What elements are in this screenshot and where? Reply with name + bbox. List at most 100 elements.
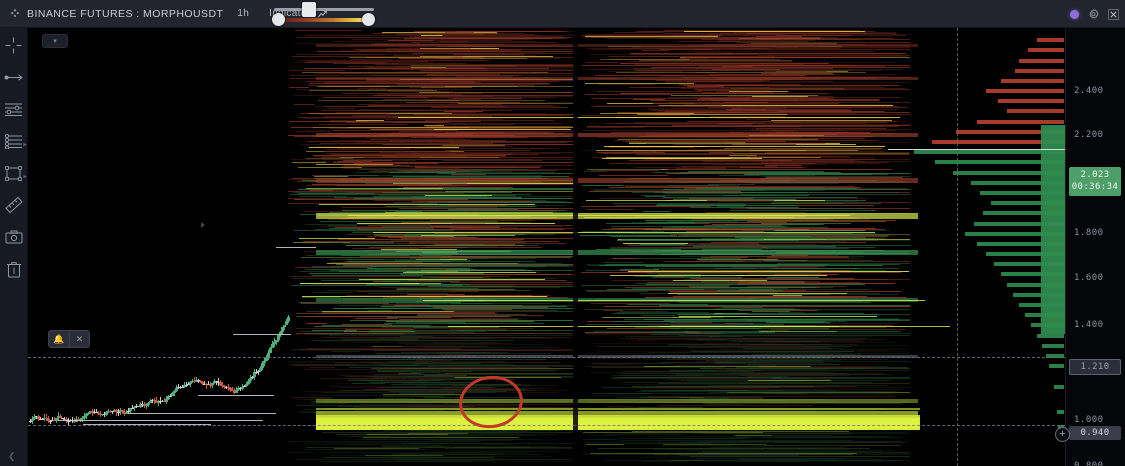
heatmap-band (694, 89, 910, 90)
heatmap-band (675, 365, 777, 366)
heatmap-band (598, 448, 870, 449)
heatmap-band (765, 165, 802, 166)
crosshair-vertical-line[interactable] (957, 28, 958, 466)
heatmap-band (610, 275, 745, 276)
heatmap-band (310, 340, 515, 341)
candle-body (143, 403, 146, 407)
heatmap-band (585, 333, 725, 334)
heatmap-band (609, 223, 697, 224)
heatmap-band (332, 41, 536, 42)
plus-circle-icon[interactable]: + (1055, 427, 1070, 442)
heatmap-band (641, 390, 749, 391)
heatmap-band (582, 150, 881, 151)
price-alert-widget[interactable]: 🔔 ✕ (48, 330, 90, 348)
heatmap-band (584, 83, 694, 84)
fib-retracement-tool[interactable]: ▸ (2, 130, 27, 152)
opacity-slider[interactable] (274, 8, 374, 11)
rectangle-tool[interactable]: ▸ (2, 162, 27, 184)
heatmap-band (305, 158, 355, 159)
heatmap-band (644, 266, 779, 267)
timeframe-selector[interactable]: 1h (237, 8, 250, 19)
heatmap-band (380, 236, 454, 237)
heatmap-band (289, 194, 531, 195)
heatmap-band (305, 255, 443, 256)
heatmap-band (372, 346, 402, 347)
price-axis[interactable]: 2.400 2.200 1.800 1.600 1.400 1.000 0.800 2.02… (1055, 28, 1125, 466)
screenshot-tool[interactable] (2, 226, 26, 248)
heatmap-band (733, 435, 833, 436)
horizontal-levels-tool[interactable] (2, 98, 26, 120)
heatmap-band (618, 438, 747, 439)
trend-line-tool[interactable] (2, 66, 26, 88)
heatmap-band (419, 140, 507, 141)
measure-tool[interactable] (2, 194, 26, 216)
candle-body (177, 387, 180, 389)
heatmap-band (581, 206, 712, 207)
heatmap-band (397, 288, 479, 289)
heatmap-band (645, 196, 666, 197)
heatmap-band (358, 435, 534, 436)
heatmap-band (452, 223, 486, 224)
current-price-badge[interactable]: 2.023 00:36:34 (1069, 167, 1121, 197)
heatmap-band (345, 63, 468, 64)
candle-wick (50, 420, 51, 425)
heatmap-band (701, 238, 875, 239)
heatmap-band (761, 223, 851, 224)
heatmap-band (739, 375, 851, 376)
close-icon[interactable]: ✕ (69, 331, 89, 347)
heatmap-band (305, 269, 525, 270)
color-range-handle-low[interactable] (272, 13, 285, 26)
heatmap-band (735, 435, 773, 436)
delete-drawings-tool[interactable] (2, 258, 26, 280)
candle-body (69, 420, 72, 422)
crosshair-tool[interactable] (2, 34, 26, 56)
heatmap-band (603, 123, 765, 124)
alert-price-badge[interactable]: 1.210 (1069, 359, 1121, 375)
candle-body (41, 418, 44, 420)
heatmap-band (695, 430, 870, 431)
heatmap-band (711, 242, 866, 243)
status-dot-icon[interactable] (1070, 9, 1079, 19)
heatmap-band (398, 454, 501, 455)
alert-level-line[interactable] (28, 357, 1065, 358)
bell-icon[interactable]: 🔔 (53, 333, 65, 344)
chevron-right-icon[interactable]: ▸ (23, 142, 27, 148)
heatmap-band (641, 50, 669, 51)
collapse-toolbar-button[interactable]: ❮ (8, 451, 16, 461)
heatmap-band (374, 170, 493, 171)
candle-body (157, 400, 160, 403)
heatmap-band (312, 444, 376, 445)
heatmap-band (629, 323, 898, 324)
heatmap-band (346, 379, 439, 380)
color-range-slider[interactable] (280, 18, 368, 22)
heatmap-band (441, 35, 574, 36)
heatmap-band (310, 190, 333, 191)
heatmap-band (358, 229, 564, 230)
heatmap-band (634, 64, 804, 65)
chevron-right-icon[interactable]: ▸ (23, 174, 27, 180)
heatmap-band (290, 397, 333, 398)
chart-canvas[interactable]: ▾ 🔔 ✕ (28, 28, 1065, 466)
heatmap-band (345, 436, 390, 437)
candle-body (277, 334, 280, 341)
candle-body (271, 343, 274, 349)
color-range-handle-high[interactable] (362, 13, 375, 26)
heatmap-band (728, 91, 789, 92)
candle-body (113, 410, 116, 412)
heatmap-band (591, 395, 653, 396)
heatmap-band (672, 460, 903, 461)
heatmap-band (403, 272, 536, 273)
heatmap-band (316, 415, 920, 418)
heatmap-band (441, 274, 574, 275)
close-icon[interactable] (1108, 8, 1119, 20)
crosshair-horizontal-line[interactable] (28, 425, 1065, 426)
heatmap-band (420, 70, 490, 71)
opacity-slider-handle[interactable] (302, 2, 316, 17)
chart-legend-collapse-button[interactable]: ▾ (42, 34, 68, 48)
heatmap-band (319, 204, 535, 205)
heatmap-band (653, 454, 854, 455)
heatmap-band (373, 95, 574, 96)
candle-body (53, 419, 56, 421)
heatmap-band (350, 231, 532, 232)
gear-icon[interactable] (1088, 8, 1099, 20)
